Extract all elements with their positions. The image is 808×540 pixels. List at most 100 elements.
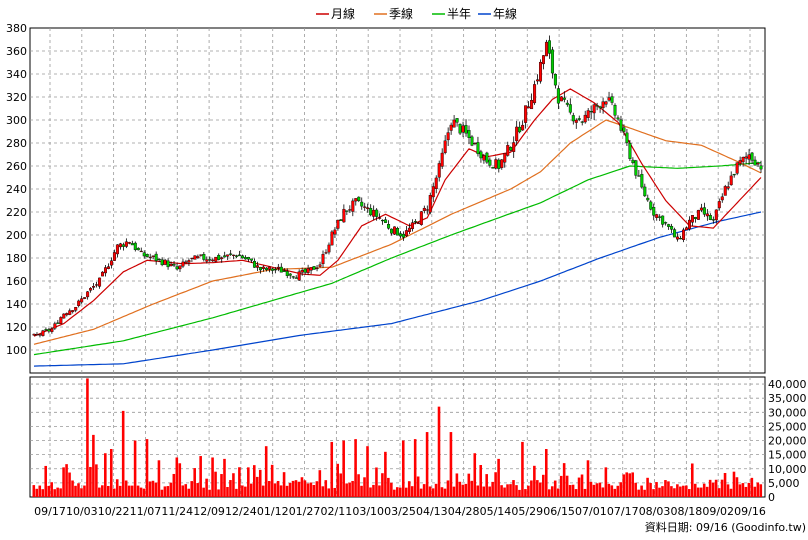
- volume-bar: [360, 485, 363, 497]
- volume-bar: [157, 460, 161, 497]
- legend-label: 年線: [493, 6, 517, 21]
- price-tick-label: 180: [6, 252, 27, 265]
- volume-bar: [556, 488, 560, 497]
- volume-bar: [705, 486, 709, 497]
- candle-body: [396, 228, 400, 236]
- candle-body: [759, 165, 763, 170]
- candle-body: [220, 257, 224, 259]
- candle-body: [65, 313, 69, 316]
- candlesticks: [32, 35, 763, 338]
- candle-body: [476, 142, 480, 155]
- price-tick-label: 380: [6, 22, 27, 35]
- volume-bar: [482, 486, 485, 497]
- candle-body: [71, 310, 75, 312]
- volume-bar: [515, 485, 518, 497]
- candle-body: [559, 96, 563, 102]
- volume-bar: [342, 440, 345, 497]
- volume-bar: [261, 485, 265, 497]
- volume-bar: [136, 485, 140, 497]
- volume-bar: [181, 485, 185, 497]
- candle-body: [661, 215, 665, 225]
- volume-tick-label: 40,000: [768, 378, 807, 391]
- candle-body: [491, 167, 495, 169]
- volume-bar: [252, 465, 256, 497]
- volume-bar: [425, 432, 429, 497]
- volume-bar: [130, 485, 134, 497]
- candle-body: [509, 147, 513, 151]
- volume-bar: [98, 487, 101, 497]
- candle-body: [562, 97, 566, 100]
- volume-bar: [577, 477, 581, 497]
- volume-bar: [348, 482, 351, 497]
- legend-label: 季線: [389, 6, 413, 21]
- volume-bar: [652, 489, 655, 497]
- candle-body: [738, 160, 742, 164]
- candle-body: [354, 198, 358, 202]
- price-tick-label: 260: [6, 160, 27, 173]
- volume-bar: [372, 484, 375, 497]
- candle-body: [121, 244, 125, 247]
- candle-body: [425, 209, 429, 211]
- candle-body: [372, 209, 376, 217]
- date-axis-ticks: 09/17 10/03 10/22 11/07 11/24 12/09 12/24 01/12…: [34, 505, 766, 518]
- candle-body: [214, 256, 218, 262]
- candle-body: [723, 186, 727, 196]
- candle-body: [530, 100, 534, 110]
- candle-body: [449, 124, 453, 131]
- candle-body: [586, 110, 590, 118]
- candle-body: [455, 118, 459, 123]
- candle-body: [643, 186, 647, 197]
- price-tick-label: 240: [6, 183, 27, 196]
- candle-body: [699, 207, 703, 211]
- volume-bar: [205, 478, 208, 497]
- price-tick-label: 220: [6, 206, 27, 219]
- candle-body: [324, 252, 328, 254]
- candle-body: [139, 250, 143, 253]
- candle-body: [309, 267, 313, 271]
- candle-body: [446, 132, 450, 141]
- candle-body: [336, 219, 340, 229]
- candle-body: [273, 269, 277, 271]
- volume-bar: [312, 484, 316, 497]
- date-tick-label: 04/13: [416, 505, 448, 518]
- candle-body: [217, 255, 221, 260]
- price-tick-label: 320: [6, 91, 27, 104]
- volume-bar: [44, 465, 48, 497]
- volume-bar: [255, 476, 259, 497]
- volume-bar: [118, 485, 122, 497]
- volume-bar: [154, 482, 158, 497]
- candle-body: [404, 230, 408, 237]
- date-tick-label: 09/16: [734, 505, 766, 518]
- candle-body: [696, 209, 700, 220]
- volume-bar: [744, 486, 748, 497]
- volume-bar: [160, 489, 164, 497]
- volume-bar: [297, 481, 301, 497]
- volume-bar: [547, 489, 551, 497]
- volume-bar: [512, 480, 515, 497]
- volume-bar: [610, 485, 614, 497]
- volume-bar: [726, 484, 730, 497]
- volume-bars: [32, 378, 763, 497]
- volume-bar: [673, 488, 676, 497]
- candle-body: [556, 88, 560, 104]
- candle-body: [747, 154, 751, 160]
- volume-bar: [202, 487, 205, 497]
- volume-bar: [521, 441, 524, 497]
- candle-body: [267, 266, 271, 270]
- price-tick-label: 200: [6, 229, 27, 242]
- volume-bar: [83, 485, 86, 497]
- volume-bar: [226, 487, 229, 497]
- volume-bar: [270, 464, 274, 497]
- volume-bar: [199, 456, 202, 497]
- volume-bar: [324, 480, 328, 497]
- ma-year-line: [33, 211, 762, 367]
- volume-bar: [285, 485, 289, 497]
- volume-bar: [690, 463, 694, 497]
- volume-bar: [732, 471, 736, 497]
- candle-body: [479, 151, 483, 159]
- volume-bar: [404, 487, 408, 497]
- candle-body: [315, 267, 319, 270]
- volume-bar: [238, 467, 241, 497]
- date-tick-label: 06/15: [543, 505, 575, 518]
